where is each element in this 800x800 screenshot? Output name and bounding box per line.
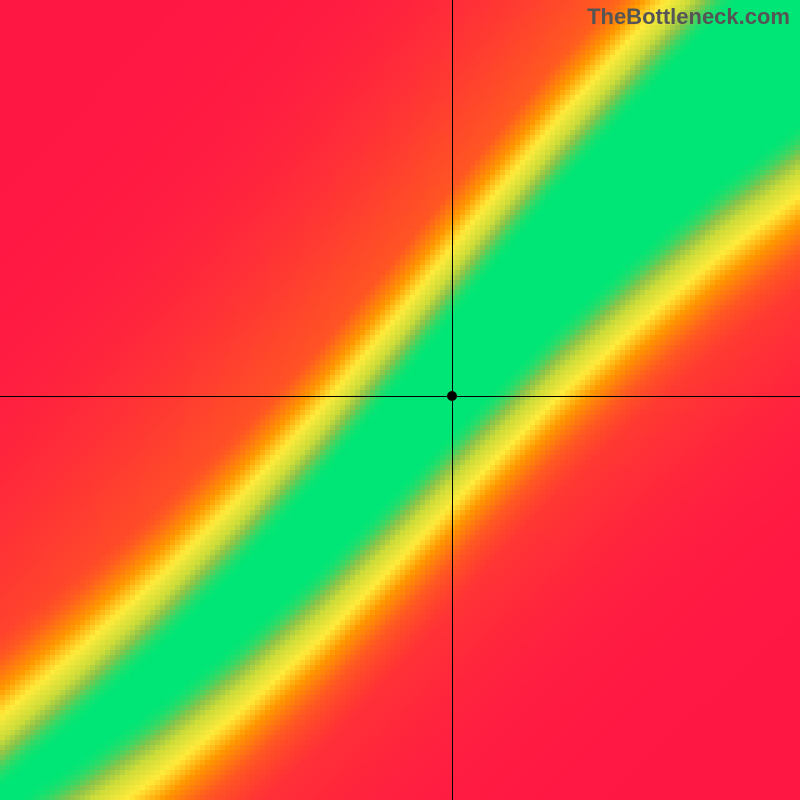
crosshair-horizontal: [0, 396, 800, 397]
bottleneck-heatmap: [0, 0, 800, 800]
chart-container: TheBottleneck.com: [0, 0, 800, 800]
watermark-text: TheBottleneck.com: [587, 4, 790, 30]
selection-marker: [447, 391, 457, 401]
